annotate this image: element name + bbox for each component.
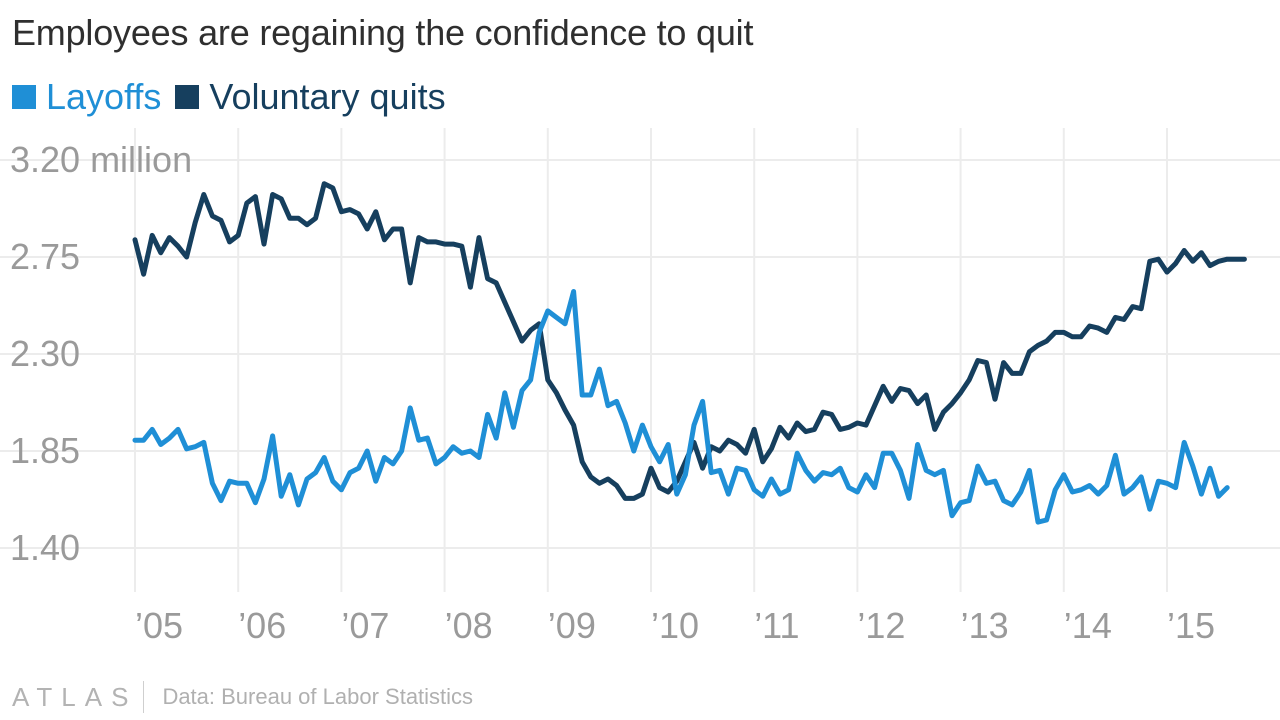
grid-layer (0, 128, 1280, 592)
chart-title: Employees are regaining the confidence t… (12, 12, 754, 53)
series-layoffs (132, 289, 1230, 525)
legend-label-layoffs: Layoffs (46, 76, 162, 117)
legend-item-layoffs: Layoffs (12, 76, 161, 118)
x-tick-label: ’09 (548, 605, 596, 646)
footer-divider (143, 681, 145, 713)
x-tick-label: ’06 (238, 605, 286, 646)
x-tick-label: ’13 (961, 605, 1009, 646)
axis-label-layer: ’05 ’06 ’07 ’08 ’09 ’10 ’11 ’12 ’13 ’14 ’15 1.40 1.8… (10, 139, 1215, 646)
series-line-layoffs (132, 289, 1230, 525)
legend: Layoffs Voluntary quits (12, 76, 460, 118)
y-tick-label: 1.85 (10, 430, 80, 471)
legend-swatch-voluntary-quits (175, 85, 200, 109)
atlas-logo: ATLAS (12, 681, 138, 712)
x-tick-label: ’05 (135, 605, 183, 646)
y-tick-label: 1.40 (10, 527, 80, 568)
x-tick-label: ’15 (1167, 605, 1215, 646)
x-tick-label: ’12 (857, 605, 905, 646)
y-tick-label: 2.75 (10, 236, 80, 277)
source-note: Data: Bureau of Labor Statistics (162, 684, 474, 709)
series-layer (132, 181, 1247, 525)
x-tick-label: ’08 (445, 605, 493, 646)
x-tick-label: ’11 (754, 605, 799, 646)
legend-item-voluntary-quits: Voluntary quits (175, 76, 446, 118)
x-tick-label: ’07 (341, 605, 389, 646)
y-tick-label: 3.20 million (10, 139, 192, 180)
legend-swatch-layoffs (12, 85, 36, 109)
footer: ATLAS Data: Bureau of Labor Statistics (12, 680, 473, 714)
x-tick-label: ’10 (651, 605, 699, 646)
x-tick-label: ’14 (1064, 605, 1112, 646)
y-tick-label: 2.30 (10, 333, 80, 374)
legend-label-voluntary-quits: Voluntary quits (209, 76, 446, 117)
